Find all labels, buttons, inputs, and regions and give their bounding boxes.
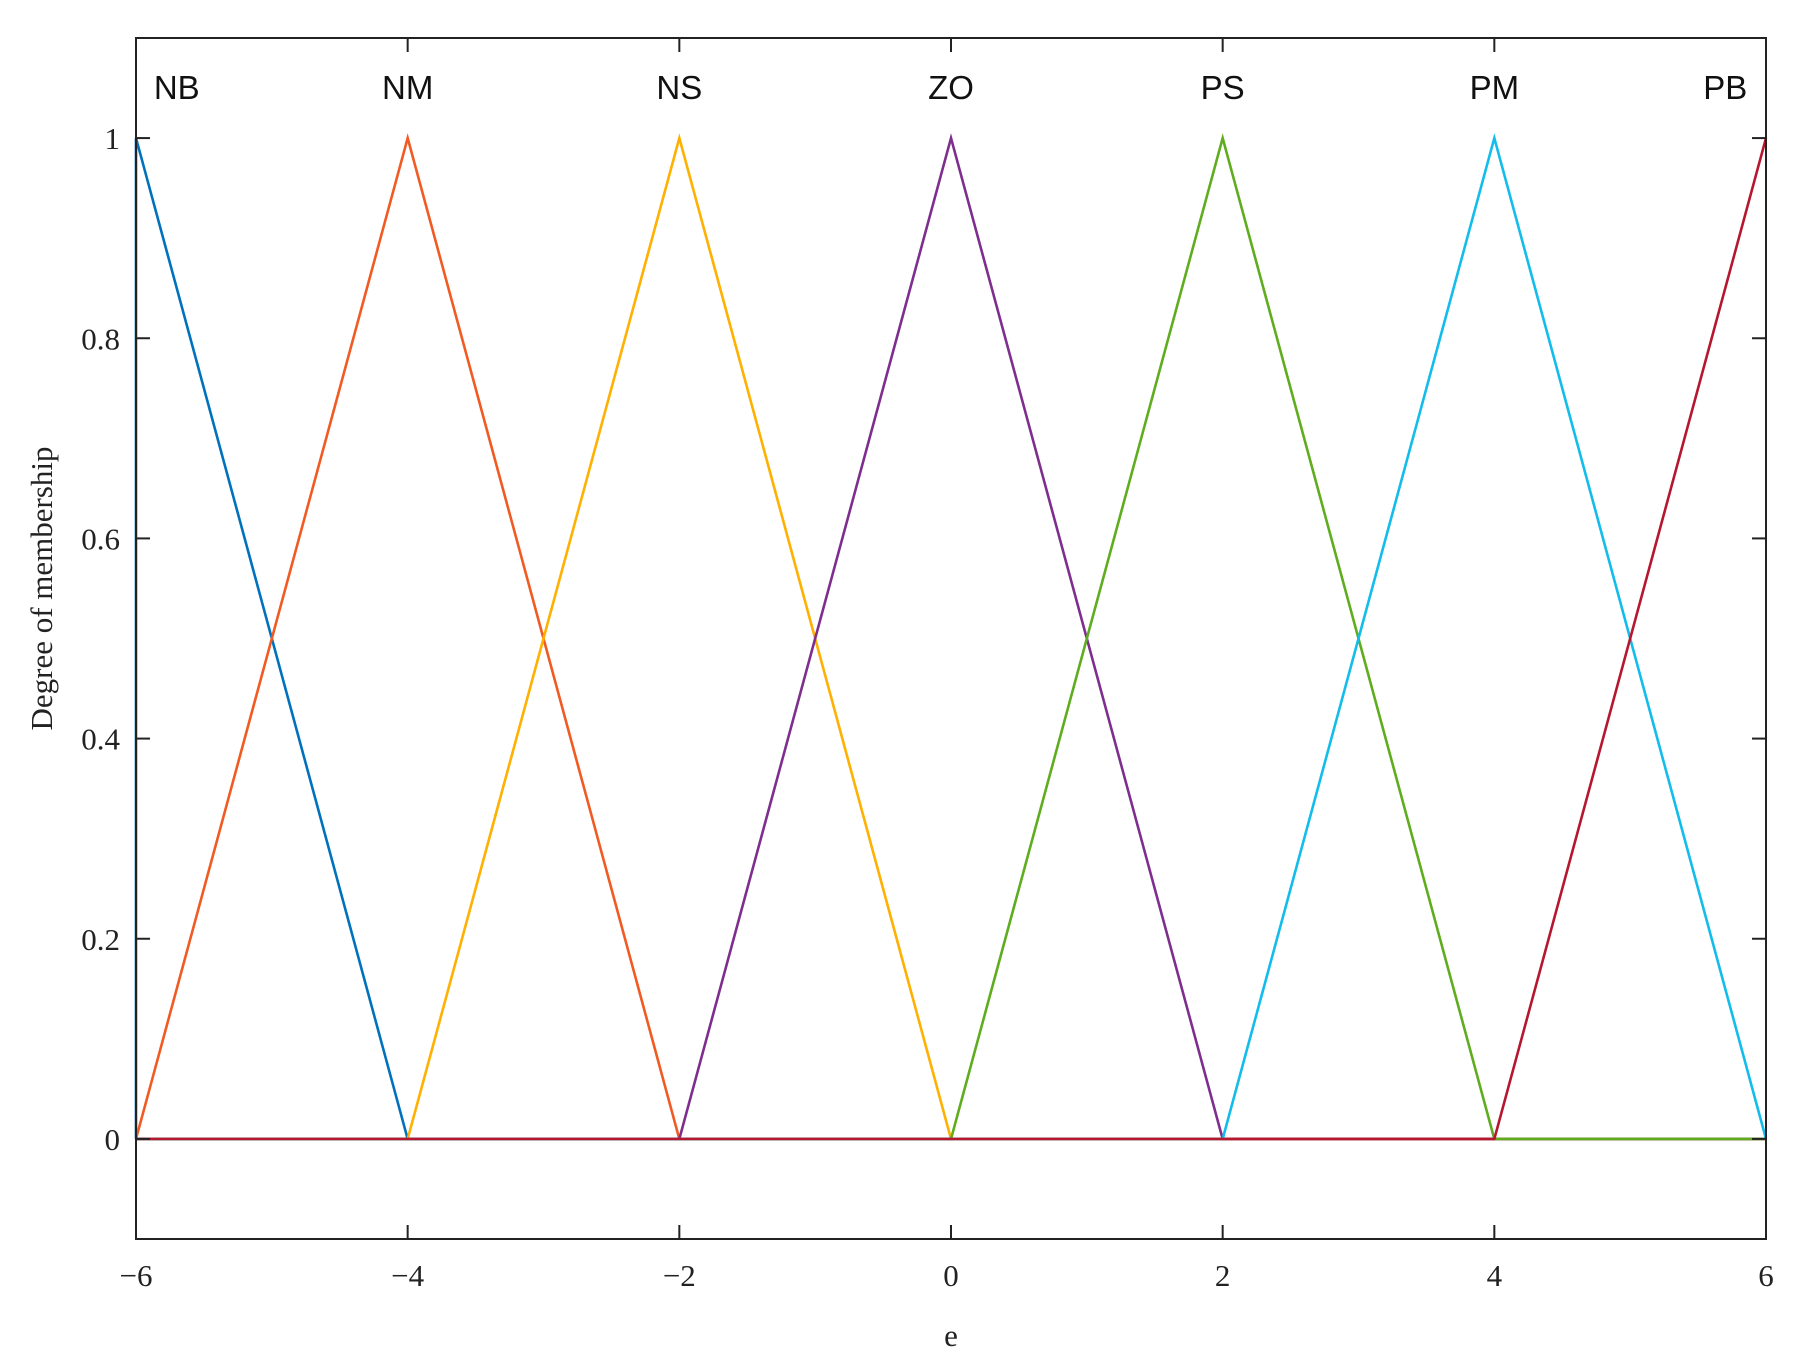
y-tick-label: 0.4	[81, 722, 120, 757]
y-axis-label: Degree of membership	[24, 446, 59, 730]
x-tick-label: 0	[943, 1258, 959, 1293]
x-tick-label: −6	[120, 1258, 153, 1293]
mf-label-pm: PM	[1470, 69, 1520, 106]
x-tick-label: 4	[1487, 1258, 1503, 1293]
series-line-pb	[136, 137, 1768, 1141]
mf-label-ps: PS	[1201, 69, 1245, 106]
x-axis-label: e	[944, 1318, 958, 1353]
labels-layer: NB NM NS ZO PS PM PB	[154, 69, 1747, 106]
x-tick-label: −2	[663, 1258, 696, 1293]
mf-label-ns: NS	[656, 69, 702, 106]
x-tick-label: 2	[1215, 1258, 1231, 1293]
mf-label-zo: ZO	[928, 69, 974, 106]
mf-label-pb: PB	[1703, 69, 1747, 106]
y-tick-label: 0.6	[81, 521, 120, 556]
x-tick-label: −4	[391, 1258, 424, 1293]
mf-label-nb: NB	[154, 69, 200, 106]
y-tick-label: 0	[105, 1122, 121, 1157]
y-tick-label: 0.2	[81, 922, 120, 957]
mf-label-nm: NM	[382, 69, 433, 106]
y-tick-label: 1	[105, 121, 121, 156]
x-tick-label: 6	[1758, 1258, 1774, 1293]
series-layer	[134, 133, 1768, 1141]
y-tick-label: 0.8	[81, 321, 120, 356]
ticks-layer: −6 −4 −2 0 2 4 6 0 0.2 0.4 0.6 0.8 1	[81, 38, 1774, 1293]
